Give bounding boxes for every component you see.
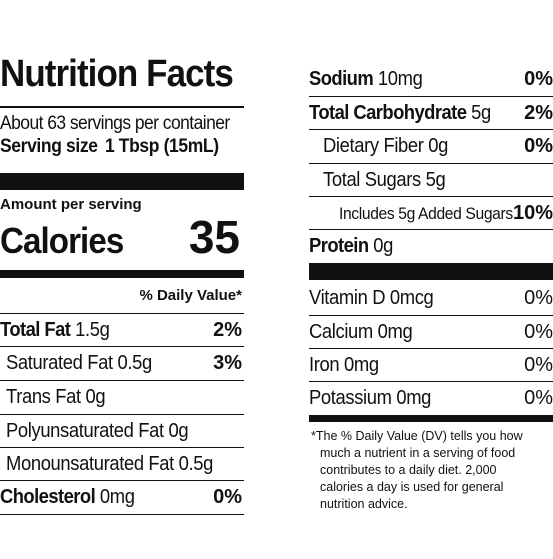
vitamin-label: Calcium bbox=[309, 321, 373, 343]
nutrient-label: Trans Fat bbox=[6, 386, 81, 408]
serving-size-label: Serving size bbox=[0, 136, 98, 157]
medium-divider bbox=[0, 270, 244, 278]
nutrient-amount: 5g bbox=[471, 102, 491, 124]
nutrient-row-monounsaturated-fat: Monounsaturated Fat 0.5g bbox=[0, 447, 244, 481]
calories-value: 35 bbox=[188, 211, 240, 263]
nutrient-row-total-carbohydrate: Total Carbohydrate 5g 2% bbox=[309, 96, 553, 130]
nutrient-dv: 2% bbox=[524, 102, 553, 124]
amount-per-serving: Amount per serving bbox=[0, 196, 142, 213]
vitamin-amount: 0mg bbox=[377, 321, 413, 343]
nutrient-row-total-fat: Total Fat 1.5g 2% bbox=[0, 313, 244, 347]
vitamin-row-iron: Iron 0mg 0% bbox=[309, 348, 553, 382]
nutrient-amount: 0.5g bbox=[117, 352, 152, 374]
vitamin-label: Potassium bbox=[309, 387, 392, 409]
serving-size-value: 1 Tbsp (15mL) bbox=[104, 136, 219, 157]
vitamin-dv: 0% bbox=[524, 354, 553, 376]
vitamin-amount: 0mg bbox=[344, 354, 379, 376]
calories-label: Calories bbox=[0, 220, 124, 261]
vitamin-dv: 0% bbox=[524, 321, 553, 343]
vitamin-amount: 0mcg bbox=[389, 287, 434, 309]
footnote-line: contributes to a daily diet. 2,000 bbox=[320, 463, 497, 477]
thick-divider bbox=[0, 173, 244, 190]
title-divider bbox=[0, 106, 244, 108]
nutrient-amount: 10mg bbox=[377, 68, 423, 90]
nutrient-row-sodium: Sodium 10mg 0% bbox=[309, 63, 553, 96]
vitamin-label: Vitamin D bbox=[309, 287, 386, 309]
nutrient-label: Protein bbox=[309, 235, 369, 257]
daily-value-footnote: *The % Daily Value (DV) tells you how mu… bbox=[311, 428, 553, 513]
vitamin-dv: 0% bbox=[524, 287, 553, 309]
nutrient-label: Total Fat bbox=[0, 319, 71, 341]
nutrient-dv: 10% bbox=[512, 202, 553, 224]
servings-per-container: About 63 servings per container bbox=[0, 113, 230, 134]
vitamin-row-calcium: Calcium 0mg 0% bbox=[309, 315, 553, 349]
nutrient-label: Total Sugars bbox=[323, 169, 421, 191]
footnote-line: much a nutrient in a serving of food bbox=[320, 446, 516, 460]
nutrient-dv: 2% bbox=[213, 319, 242, 341]
footnote-line: nutrition advice. bbox=[320, 497, 408, 511]
nutrient-label: Dietary Fiber bbox=[323, 135, 424, 157]
vitamin-amount: 0mg bbox=[396, 387, 432, 409]
nutrient-dv: 0% bbox=[524, 68, 553, 90]
nutrient-amount: 5g bbox=[425, 169, 446, 191]
vitamin-row-potassium: Potassium 0mg 0% bbox=[309, 381, 553, 422]
nutrient-amount: 0g bbox=[373, 235, 394, 257]
nutrient-dv: 0% bbox=[213, 486, 242, 508]
nutrient-row-cholesterol: Cholesterol 0mg 0% bbox=[0, 480, 244, 515]
nutrient-row-protein: Protein 0g bbox=[309, 229, 553, 263]
nutrient-amount: 0g bbox=[428, 135, 449, 157]
vitamin-dv: 0% bbox=[524, 387, 553, 409]
vitamin-label: Iron bbox=[309, 354, 340, 376]
nutrient-label: Sodium bbox=[309, 68, 374, 90]
thick-divider bbox=[309, 263, 553, 280]
nutrient-row-polyunsaturated-fat: Polyunsaturated Fat 0g bbox=[0, 414, 244, 448]
nutrient-amount: 0g bbox=[168, 420, 189, 442]
serving-size: Serving size 1 Tbsp (15mL) bbox=[0, 136, 219, 158]
nutrient-label: Polyunsaturated Fat bbox=[6, 420, 164, 442]
nutrient-label: Saturated Fat bbox=[6, 352, 113, 374]
nutrient-row-dietary-fiber: Dietary Fiber 0g 0% bbox=[309, 129, 553, 163]
nutrient-dv: 3% bbox=[213, 352, 242, 374]
nutrient-amount: 0.5g bbox=[178, 453, 214, 475]
nutrient-amount: 1.5g bbox=[75, 319, 110, 341]
nutrient-row-total-sugars: Total Sugars 5g bbox=[309, 163, 553, 197]
nutrient-label: Includes 5g Added Sugars bbox=[339, 204, 513, 223]
nutrient-label: Cholesterol bbox=[0, 486, 96, 508]
nutrient-amount: 0g bbox=[85, 386, 106, 408]
footnote-line: *The % Daily Value (DV) tells you how bbox=[311, 429, 523, 443]
nutrient-amount: 0mg bbox=[99, 486, 135, 508]
nutrient-row-saturated-fat: Saturated Fat 0.5g 3% bbox=[0, 346, 244, 380]
nutrient-label: Monounsaturated Fat bbox=[6, 453, 174, 475]
nutrient-dv: 0% bbox=[524, 135, 553, 157]
nutrient-row-trans-fat: Trans Fat 0g bbox=[0, 380, 244, 414]
daily-value-header: % Daily Value* bbox=[139, 287, 242, 304]
footnote-line: calories a day is used for general bbox=[320, 480, 504, 494]
label-title: Nutrition Facts bbox=[0, 53, 234, 95]
vitamin-row-vitamin-d: Vitamin D 0mcg 0% bbox=[309, 282, 553, 315]
nutrient-label: Total Carbohydrate bbox=[309, 102, 467, 124]
nutrient-row-added-sugars: Includes 5g Added Sugars 10% bbox=[309, 196, 553, 230]
